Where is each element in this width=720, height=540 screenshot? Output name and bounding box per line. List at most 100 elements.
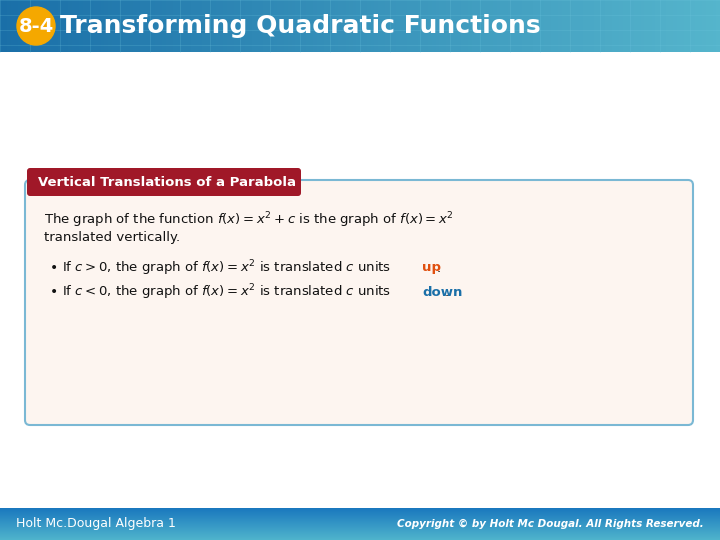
Bar	[0, 537, 720, 538]
Bar	[504, 0, 508, 52]
Bar	[612, 0, 616, 52]
Bar	[659, 0, 663, 52]
Bar	[515, 0, 519, 52]
Bar	[414, 0, 418, 52]
Bar	[68, 0, 73, 52]
Text: down: down	[422, 286, 462, 299]
Bar	[518, 0, 523, 52]
Bar	[191, 0, 195, 52]
Text: Vertical Translations of a Parabola: Vertical Translations of a Parabola	[38, 176, 296, 188]
Bar	[94, 0, 98, 52]
Bar	[0, 520, 720, 522]
Bar	[547, 0, 552, 52]
Bar	[673, 0, 678, 52]
Bar	[0, 0, 4, 52]
Bar	[677, 0, 681, 52]
Bar	[630, 0, 634, 52]
Bar	[166, 0, 170, 52]
Bar	[706, 0, 710, 52]
Bar	[626, 0, 631, 52]
Bar	[378, 0, 382, 52]
Bar	[511, 0, 516, 52]
Bar	[443, 0, 447, 52]
Bar	[382, 0, 386, 52]
Bar	[0, 521, 720, 523]
Bar	[101, 0, 105, 52]
Bar	[0, 519, 720, 521]
Bar	[576, 0, 580, 52]
Text: .: .	[445, 286, 449, 299]
Bar	[4, 0, 8, 52]
Bar	[151, 0, 156, 52]
Bar	[0, 511, 720, 512]
Bar	[439, 0, 444, 52]
Bar	[648, 0, 652, 52]
Bar	[0, 522, 720, 523]
Bar	[0, 531, 720, 532]
Bar	[0, 510, 720, 511]
Bar	[130, 0, 134, 52]
Bar	[482, 0, 487, 52]
Bar	[400, 0, 404, 52]
Text: up: up	[422, 261, 441, 274]
Bar	[115, 0, 120, 52]
Text: •: •	[50, 285, 58, 299]
Bar	[385, 0, 390, 52]
Bar	[144, 0, 148, 52]
Text: Transforming Quadratic Functions: Transforming Quadratic Functions	[60, 14, 541, 38]
Bar	[108, 0, 112, 52]
Text: Holt Mc.Dougal Algebra 1: Holt Mc.Dougal Algebra 1	[16, 517, 176, 530]
Bar	[263, 0, 267, 52]
Bar	[432, 0, 436, 52]
Bar	[277, 0, 282, 52]
Bar	[313, 0, 318, 52]
Bar	[569, 0, 573, 52]
Bar	[223, 0, 228, 52]
Bar	[688, 0, 692, 52]
Bar	[497, 0, 501, 52]
Bar	[652, 0, 656, 52]
Bar	[169, 0, 174, 52]
Bar	[320, 0, 325, 52]
Bar	[428, 0, 433, 52]
Bar	[349, 0, 354, 52]
Bar	[83, 0, 87, 52]
Bar	[338, 0, 343, 52]
Bar	[407, 0, 411, 52]
Bar	[18, 0, 22, 52]
Bar	[11, 0, 15, 52]
Bar	[299, 0, 303, 52]
Bar	[0, 518, 720, 519]
Bar	[317, 0, 321, 52]
Bar	[230, 0, 235, 52]
Bar	[184, 0, 188, 52]
Bar	[623, 0, 627, 52]
Bar	[281, 0, 285, 52]
Bar	[0, 513, 720, 515]
Bar	[180, 0, 184, 52]
Bar	[140, 0, 145, 52]
Bar	[709, 0, 714, 52]
Bar	[335, 0, 339, 52]
Bar	[619, 0, 624, 52]
Bar	[360, 0, 364, 52]
Text: •: •	[50, 261, 58, 275]
Bar	[76, 0, 80, 52]
Bar	[306, 0, 310, 52]
Bar	[493, 0, 498, 52]
Bar	[587, 0, 591, 52]
Bar	[0, 512, 720, 514]
Bar	[0, 527, 720, 529]
FancyBboxPatch shape	[25, 180, 693, 425]
Bar	[425, 0, 429, 52]
Bar	[684, 0, 688, 52]
Bar	[367, 0, 372, 52]
Bar	[234, 0, 238, 52]
Bar	[86, 0, 91, 52]
Bar	[346, 0, 350, 52]
Text: If $c > 0$, the graph of $f(x) = x^2$ is translated $c$ units: If $c > 0$, the graph of $f(x) = x^2$ is…	[62, 258, 392, 278]
Bar	[554, 0, 559, 52]
Bar	[450, 0, 454, 52]
Bar	[238, 0, 242, 52]
Bar	[374, 0, 379, 52]
